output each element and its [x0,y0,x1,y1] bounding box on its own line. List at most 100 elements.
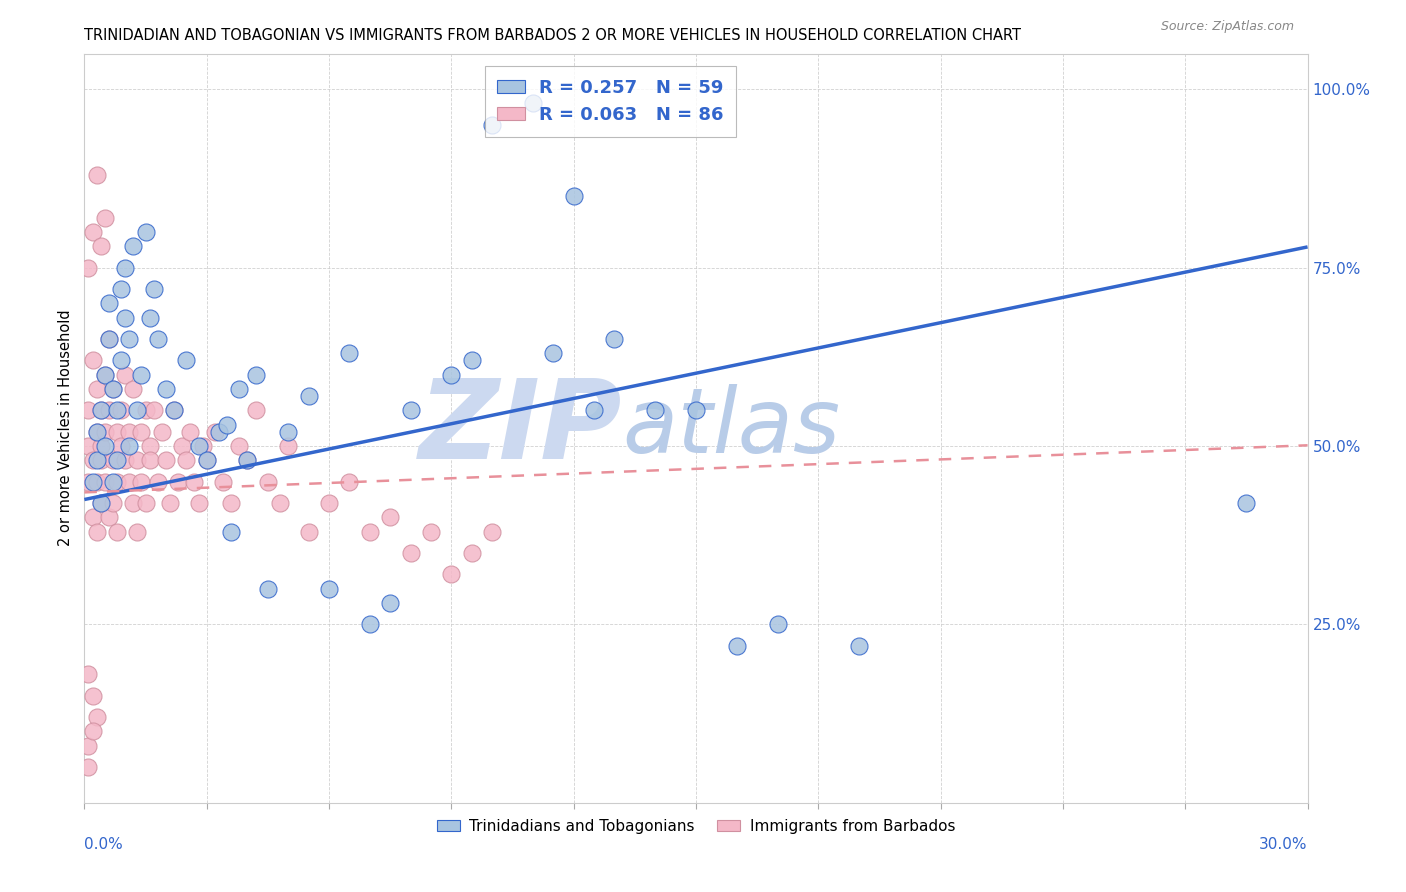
Point [93,425,115,439]
Point [236,453,259,467]
Point [257,475,280,489]
Point [318,496,340,510]
Point [127,524,149,539]
Point [399,546,422,560]
Point [114,310,136,325]
Point [339,475,361,489]
Point [118,332,141,346]
Point [93,475,115,489]
Point [725,639,748,653]
Point [118,475,141,489]
Point [228,439,250,453]
Point [82,225,104,239]
Point [90,496,112,510]
Point [150,425,173,439]
Point [380,510,402,524]
Point [127,403,149,417]
Point [122,382,145,396]
Point [298,524,321,539]
Point [212,475,235,489]
Point [257,582,280,596]
Point [522,96,544,111]
Text: ZIP: ZIP [419,375,623,482]
Point [86,524,108,539]
Point [86,710,108,724]
Point [481,118,503,132]
Text: 30.0%: 30.0% [1260,837,1308,852]
Point [191,439,214,453]
Point [110,403,132,417]
Point [1236,496,1258,510]
Point [228,382,250,396]
Point [77,403,100,417]
Point [114,260,136,275]
Point [101,453,124,467]
Point [77,739,100,753]
Point [848,639,870,653]
Point [86,382,108,396]
Point [461,353,484,368]
Point [118,425,141,439]
Legend: Trinidadians and Tobagonians, Immigrants from Barbados: Trinidadians and Tobagonians, Immigrants… [430,813,962,840]
Point [269,496,291,510]
Point [380,596,402,610]
Point [359,524,381,539]
Point [86,425,108,439]
Point [93,368,115,382]
Point [399,403,422,417]
Point [97,510,120,524]
Point [440,567,463,582]
Point [90,439,112,453]
Point [146,332,169,346]
Point [236,453,259,467]
Point [461,546,484,560]
Point [90,496,112,510]
Text: atlas: atlas [623,384,841,472]
Point [86,475,108,489]
Text: TRINIDADIAN AND TOBAGONIAN VS IMMIGRANTS FROM BARBADOS 2 OR MORE VEHICLES IN HOU: TRINIDADIAN AND TOBAGONIAN VS IMMIGRANTS… [84,28,1021,43]
Point [163,403,186,417]
Point [86,425,108,439]
Point [277,425,299,439]
Point [138,453,160,467]
Point [105,425,128,439]
Point [339,346,361,360]
Point [766,617,789,632]
Point [114,453,136,467]
Point [105,524,128,539]
Point [118,439,141,453]
Point [440,368,463,382]
Text: Source: ZipAtlas.com: Source: ZipAtlas.com [1160,20,1294,33]
Point [114,368,136,382]
Point [82,353,104,368]
Point [93,439,115,453]
Point [82,453,104,467]
Point [105,475,128,489]
Point [420,524,443,539]
Point [685,403,707,417]
Point [172,439,194,453]
Point [138,439,160,453]
Point [90,453,112,467]
Point [135,225,157,239]
Point [90,239,112,253]
Point [245,368,267,382]
Point [90,403,112,417]
Point [77,760,100,774]
Point [179,425,201,439]
Point [86,453,108,467]
Point [82,724,104,739]
Point [543,346,565,360]
Point [219,524,242,539]
Point [97,332,120,346]
Point [77,439,100,453]
Point [155,453,177,467]
Point [131,368,153,382]
Y-axis label: 2 or more Vehicles in Household: 2 or more Vehicles in Household [58,310,73,547]
Text: 0.0%: 0.0% [84,837,124,852]
Point [159,496,181,510]
Point [583,403,606,417]
Point [93,368,115,382]
Point [97,332,120,346]
Point [77,667,100,681]
